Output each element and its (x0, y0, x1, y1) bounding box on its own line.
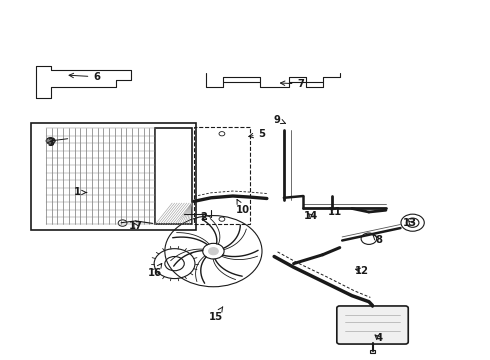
Bar (31, 123, 196, 230)
Text: 9: 9 (273, 114, 286, 125)
Text: 15: 15 (209, 307, 223, 322)
Bar (194, 127, 250, 225)
Text: 16: 16 (148, 264, 162, 278)
Bar (370, 350, 375, 353)
Text: 10: 10 (236, 199, 249, 215)
Text: 8: 8 (372, 234, 382, 246)
Circle shape (209, 248, 218, 255)
Text: 4: 4 (375, 333, 382, 343)
Bar (155, 129, 192, 225)
Text: 13: 13 (403, 218, 417, 228)
Text: 6: 6 (69, 72, 100, 82)
Text: 3: 3 (47, 138, 54, 148)
Text: 17: 17 (129, 221, 143, 231)
Text: 5: 5 (249, 129, 266, 139)
Text: 2: 2 (200, 212, 207, 222)
Text: 7: 7 (280, 79, 304, 89)
Text: 14: 14 (303, 211, 318, 221)
Text: 12: 12 (355, 266, 368, 276)
Text: 11: 11 (328, 207, 342, 217)
Circle shape (46, 138, 55, 144)
FancyBboxPatch shape (337, 306, 408, 344)
Text: 1: 1 (74, 188, 87, 197)
